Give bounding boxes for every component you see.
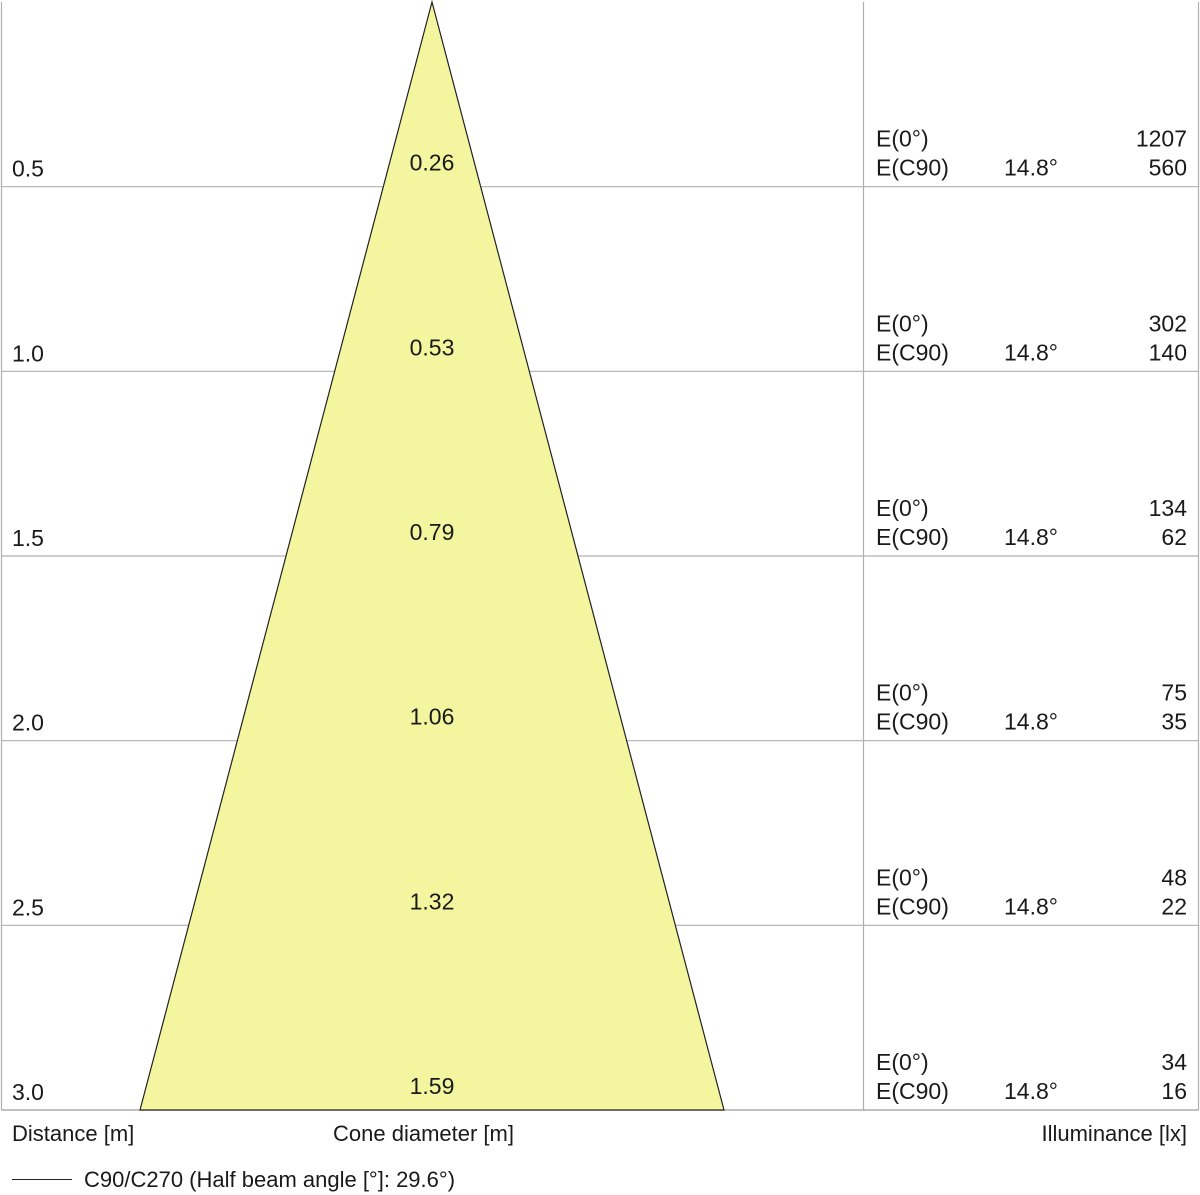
ec90-label-1: E(C90): [876, 339, 949, 365]
cone-diameter-label-2: 0.79: [410, 519, 455, 545]
e0-label-0: E(0°): [876, 126, 929, 152]
half-angle-label-5: 14.8°: [1004, 1078, 1058, 1104]
ec90-value-4: 22: [1161, 893, 1187, 919]
ec90-value-3: 35: [1161, 709, 1187, 735]
e0-label-3: E(0°): [876, 680, 929, 706]
cone-diameter-axis-label: Cone diameter [m]: [333, 1121, 514, 1146]
e0-value-4: 48: [1161, 864, 1187, 890]
e0-label-4: E(0°): [876, 864, 929, 890]
e0-value-3: 75: [1161, 680, 1187, 706]
distance-label-5: 3.0: [12, 1079, 44, 1105]
cone-shape: [139, 0, 725, 1111]
legend-line: [12, 1179, 72, 1180]
cone-diameter-label-0: 0.26: [410, 150, 455, 176]
distance-label-2: 1.5: [12, 525, 44, 551]
e0-label-2: E(0°): [876, 495, 929, 521]
ec90-label-0: E(C90): [876, 155, 949, 181]
cone-diameter-label-5: 1.59: [410, 1073, 455, 1099]
ec90-label-4: E(C90): [876, 893, 949, 919]
illuminance-axis-label: Illuminance [lx]: [1041, 1121, 1187, 1146]
ec90-label-5: E(C90): [876, 1078, 949, 1104]
ec90-label-2: E(C90): [876, 524, 949, 550]
half-angle-label-2: 14.8°: [1004, 524, 1058, 550]
cone-diameter-label-1: 0.53: [410, 334, 455, 360]
e0-value-2: 134: [1149, 495, 1188, 521]
e0-value-0: 1207: [1136, 126, 1187, 152]
e0-label-5: E(0°): [876, 1049, 929, 1075]
half-angle-label-0: 14.8°: [1004, 155, 1058, 181]
distance-label-0: 0.5: [12, 156, 44, 182]
distance-axis-label: Distance [m]: [12, 1121, 135, 1146]
e0-label-1: E(0°): [876, 310, 929, 336]
distance-label-4: 2.5: [12, 894, 44, 920]
e0-value-5: 34: [1161, 1049, 1187, 1075]
ec90-label-3: E(C90): [876, 709, 949, 735]
half-angle-label-1: 14.8°: [1004, 339, 1058, 365]
half-angle-label-3: 14.8°: [1004, 709, 1058, 735]
half-angle-label-4: 14.8°: [1004, 893, 1058, 919]
cone-diameter-label-3: 1.06: [410, 704, 455, 730]
distance-label-3: 2.0: [12, 710, 44, 736]
ec90-value-0: 560: [1149, 155, 1187, 181]
distance-label-1: 1.0: [12, 340, 44, 366]
ec90-value-2: 62: [1161, 524, 1187, 550]
legend-label: C90/C270 (Half beam angle [°]: 29.6°): [84, 1167, 456, 1192]
ec90-value-5: 16: [1161, 1078, 1187, 1104]
e0-value-1: 302: [1149, 310, 1187, 336]
ec90-value-1: 140: [1149, 339, 1187, 365]
cone-diameter-label-4: 1.32: [410, 888, 455, 914]
